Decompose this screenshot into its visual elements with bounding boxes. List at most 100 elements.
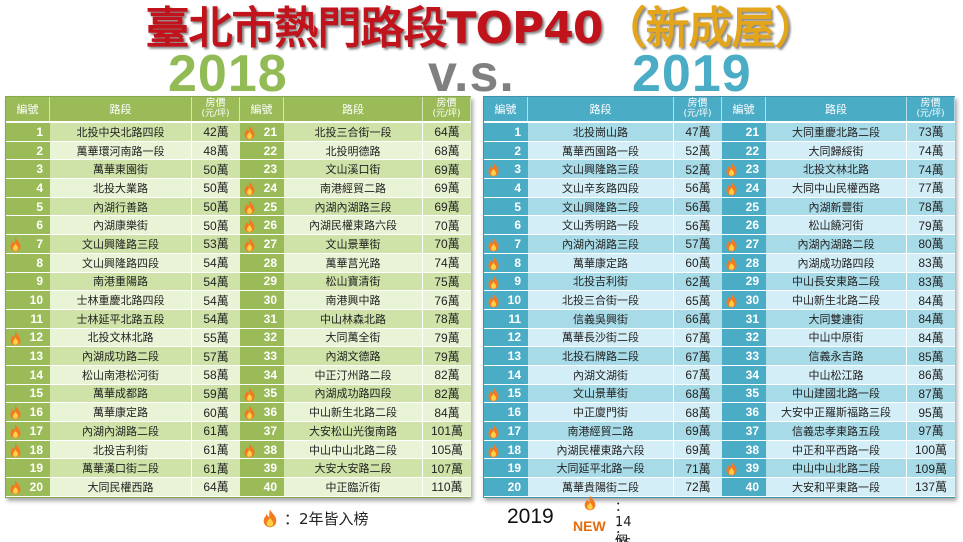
rank-cell: 37: [722, 422, 766, 440]
flame-icon: [726, 181, 737, 196]
road-cell: 文山興隆路二段: [528, 197, 674, 216]
table-row: 9 北投吉利街 62萬: [484, 272, 722, 292]
rank-number: 38: [263, 442, 277, 457]
rank-number: 21: [745, 124, 759, 139]
flame-icon: [244, 125, 255, 140]
table-row: 12 萬華長沙街二段 67萬: [484, 328, 722, 348]
table-row: 17 內湖內湖路二段 61萬: [6, 422, 240, 441]
rank-cell: 27: [240, 235, 284, 253]
table-row: 18 北投吉利街 61萬: [6, 440, 240, 460]
table-row: 20 大同民權西路 64萬: [6, 478, 240, 497]
rank-number: 22: [745, 143, 759, 158]
price-cell: 73萬: [907, 123, 955, 141]
flame-icon: [488, 424, 499, 439]
table-row: 28 萬華莒光路 74萬: [240, 253, 471, 273]
rank-cell: 14: [484, 366, 528, 384]
road-cell: 內湖文德路: [284, 347, 423, 365]
flame-icon: [726, 163, 737, 177]
header-no: 編號: [240, 97, 284, 121]
rank-number: 16: [29, 405, 43, 420]
rank-number: 34: [745, 367, 759, 382]
rank-cell: 6: [484, 216, 528, 234]
road-cell: 中正和平西路一段: [766, 440, 907, 459]
title-sub: （新成屋）: [602, 3, 818, 54]
flame-icon: [10, 480, 21, 495]
rank-number: 40: [745, 479, 759, 494]
rank-cell: 11: [6, 310, 50, 328]
table-row: 12 北投文林北路 55萬: [6, 328, 240, 348]
price-cell: 79萬: [907, 216, 955, 235]
road-cell: 內湖內湖路二段: [50, 422, 192, 440]
rank-number: 19: [29, 461, 43, 476]
price-cell: 57萬: [674, 235, 722, 253]
rank-number: 4: [36, 180, 43, 195]
road-cell: 萬華漢口街二段: [50, 459, 192, 478]
road-cell: 士林延平北路五段: [50, 309, 192, 328]
table-row: 6 文山秀明路一段 56萬: [484, 216, 722, 236]
table-row: 32 中山中原街 84萬: [722, 328, 955, 348]
road-cell: 中山中原街: [766, 328, 907, 347]
table-row: 13 內湖成功路二段 57萬: [6, 347, 240, 366]
flame-icon: [726, 293, 737, 308]
table-row: 18 內湖民權東路六段 69萬: [484, 440, 722, 460]
price-cell: 69萬: [423, 160, 471, 179]
rank-number: 17: [507, 423, 521, 438]
road-cell: 萬華康定路: [528, 253, 674, 272]
rank-number: 24: [263, 180, 277, 195]
header-road: 路段: [50, 97, 192, 121]
table-row: 30 中山新生北路二段 84萬: [722, 291, 955, 310]
road-cell: 內湖內湖路三段: [284, 197, 423, 216]
flame-icon: [726, 237, 737, 252]
price-cell: 57萬: [192, 347, 240, 365]
road-cell: 萬華長沙街二段: [528, 328, 674, 347]
road-cell: 南港興中路: [284, 291, 423, 309]
table-row: 38 中正和平西路一段 100萬: [722, 440, 955, 460]
rank-cell: 40: [240, 478, 284, 496]
rank-number: 5: [514, 199, 521, 214]
rank-cell: 25: [240, 198, 284, 216]
rank-number: 25: [263, 199, 277, 214]
rank-number: 37: [745, 423, 759, 438]
rank-number: 6: [36, 218, 43, 233]
road-cell: 大同延平北路一段: [528, 459, 674, 478]
flame-icon: [488, 256, 499, 271]
rank-cell: 31: [722, 310, 766, 328]
table-2018: 編號 路段 房價 (元/坪) 1 北投中央北路四段 42萬 2 萬華環河南路一段 48萬 3 萬華東園…: [5, 96, 471, 498]
table-row: 13 北投石牌路二段 67萬: [484, 347, 722, 366]
flame-icon: [244, 405, 255, 420]
rank-number: 24: [745, 180, 759, 195]
price-cell: 87萬: [907, 384, 955, 403]
table-header: 編號 路段 房價 (元/坪): [240, 97, 471, 123]
road-cell: 萬華西園路一段: [528, 141, 674, 160]
price-cell: 64萬: [192, 478, 240, 496]
rank-number: 37: [263, 423, 277, 438]
table-row: 1 北投中央北路四段 42萬: [6, 123, 240, 142]
road-cell: 中山中山北路二段: [766, 459, 907, 478]
price-cell: 60萬: [674, 253, 722, 272]
road-cell: 北投吉利街: [50, 440, 192, 459]
price-cell: 74萬: [907, 160, 955, 179]
rank-cell: 38: [722, 441, 766, 459]
table-row: 28 內湖成功路四段 83萬: [722, 253, 955, 273]
rank-cell: 25: [722, 198, 766, 216]
table-row: 11 信義吳興街 66萬: [484, 309, 722, 329]
price-cell: 68萬: [674, 403, 722, 421]
rank-number: 29: [745, 274, 759, 289]
price-cell: 76萬: [423, 291, 471, 309]
flame-icon: [488, 237, 499, 252]
table-row: 16 中正廈門街 68萬: [484, 403, 722, 422]
header-price-label: 房價: [687, 98, 708, 109]
road-cell: 文山興隆路三段: [50, 235, 192, 253]
rank-number: 12: [29, 330, 43, 345]
rank-cell: 21: [722, 123, 766, 141]
flame-icon: [263, 509, 277, 528]
rank-number: 28: [745, 255, 759, 270]
rank-number: 30: [263, 293, 277, 308]
table-row: 31 大同雙連街 84萬: [722, 309, 955, 329]
rank-number: 23: [745, 162, 759, 177]
rank-number: 1: [514, 124, 521, 139]
road-cell: 北投石牌路二段: [528, 347, 674, 365]
road-cell: 大同萬全街: [284, 328, 423, 347]
rank-cell: 27: [722, 235, 766, 253]
price-cell: 101萬: [423, 422, 471, 440]
